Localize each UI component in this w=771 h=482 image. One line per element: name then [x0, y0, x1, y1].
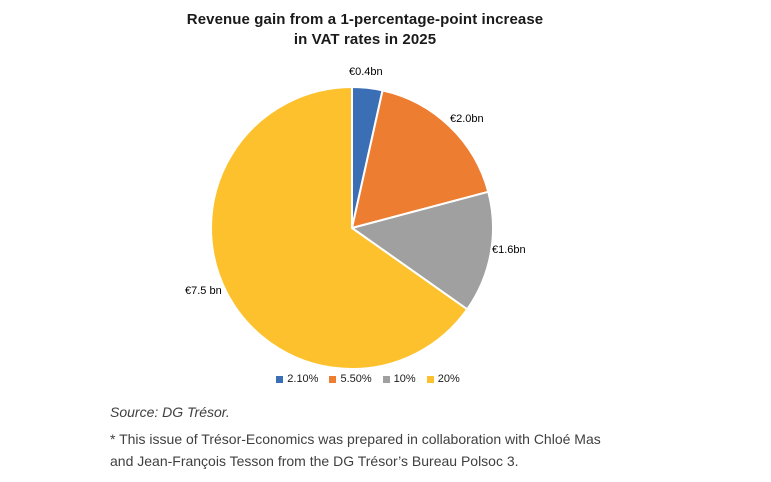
- chart-legend: 2.10% 5.50% 10% 20%: [0, 373, 736, 385]
- chart-title-line-2: in VAT rates in 2025: [293, 31, 437, 48]
- footnote-line-2: and Jean-François Tesson from the DG Tré…: [110, 453, 519, 469]
- pie-slice-20-: [210, 86, 469, 370]
- legend-swatch-yellow-icon: [426, 375, 434, 383]
- legend-item-10pct: 10%: [382, 373, 416, 385]
- legend-item-5-50pct: 5.50%: [329, 373, 372, 385]
- legend-item-20pct: 20%: [426, 373, 460, 385]
- footnote-text: * This issue of Trésor-Economics was pre…: [110, 428, 601, 472]
- legend-swatch-orange-icon: [329, 375, 337, 383]
- legend-item-2-10pct: 2.10%: [276, 373, 318, 385]
- source-text: Source: DG Trésor.: [110, 404, 230, 420]
- legend-label: 2.10%: [287, 373, 319, 385]
- footnote-line-1: * This issue of Trésor-Economics was pre…: [110, 431, 601, 447]
- pie-value-label-blue: €0.4bn: [349, 66, 383, 78]
- pie-value-label-orange: €2.0bn: [450, 113, 484, 125]
- chart-title: Revenue gain from a 1-percentage-point i…: [0, 10, 730, 50]
- legend-label: 20%: [437, 373, 460, 385]
- legend-swatch-gray-icon: [382, 375, 390, 383]
- pie-slice-5-50-: [351, 89, 490, 229]
- pie-slice-10-: [351, 190, 494, 311]
- pie-value-label-gray: €1.6bn: [492, 244, 526, 256]
- chart-title-line-1: Revenue gain from a 1-percentage-point i…: [186, 11, 544, 28]
- pie-value-label-yellow: €7.5 bn: [185, 285, 222, 297]
- legend-label: 10%: [393, 373, 416, 385]
- legend-label: 5.50%: [340, 373, 372, 385]
- legend-swatch-blue-icon: [276, 375, 284, 383]
